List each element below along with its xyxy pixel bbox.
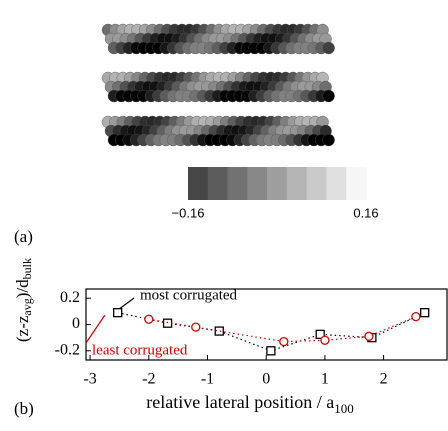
atom xyxy=(322,89,335,103)
atom xyxy=(322,133,335,147)
point xyxy=(214,326,224,336)
colorbar-tick-label: −0.16 xyxy=(172,205,205,220)
colorbar-step xyxy=(267,167,288,200)
point xyxy=(162,318,173,328)
colorbar-tick-label: 0.16 xyxy=(353,205,378,220)
point xyxy=(144,314,154,324)
x-axis-label: relative lateral position / a100 xyxy=(146,392,353,416)
colorbar-step xyxy=(188,167,209,200)
colorbar-step xyxy=(326,167,347,200)
x-tick-label: 1 xyxy=(321,371,329,388)
point xyxy=(420,308,430,318)
y-axis-label: (z-zavg)/dbulk xyxy=(13,258,34,342)
y-tick-label: -0.2 xyxy=(55,341,80,358)
panel-label: (a) xyxy=(14,227,33,246)
dotted-line xyxy=(148,316,417,343)
colorbar-step xyxy=(207,167,229,200)
x-tick-label: 2 xyxy=(380,371,388,388)
y-tick-label: 0 xyxy=(72,315,80,332)
x-tick-label: -1 xyxy=(201,371,214,388)
point xyxy=(411,311,421,322)
point xyxy=(191,322,201,332)
annotation: least corrugated xyxy=(92,342,188,358)
atom-rows xyxy=(101,23,335,147)
atom xyxy=(322,41,335,55)
colorbar-step xyxy=(247,167,268,200)
x-tick-label: -3 xyxy=(83,371,96,388)
panel-label: (b) xyxy=(14,399,34,418)
point xyxy=(279,336,289,347)
point xyxy=(364,331,374,341)
annotation-arrow xyxy=(119,297,135,310)
point xyxy=(266,346,276,356)
point xyxy=(315,329,325,340)
annotation: most corrugated xyxy=(140,287,238,303)
annotation-arrow xyxy=(85,314,106,344)
x-tick-label: 0 xyxy=(262,371,270,388)
point xyxy=(320,335,330,345)
x-tick-label: -2 xyxy=(142,371,155,388)
colorbar-step xyxy=(286,167,308,200)
colorbar-step xyxy=(227,167,248,200)
colorbar-step xyxy=(346,167,367,200)
y-tick-label: 0.2 xyxy=(60,289,80,306)
point xyxy=(113,308,123,318)
colorbar-step xyxy=(306,167,327,200)
